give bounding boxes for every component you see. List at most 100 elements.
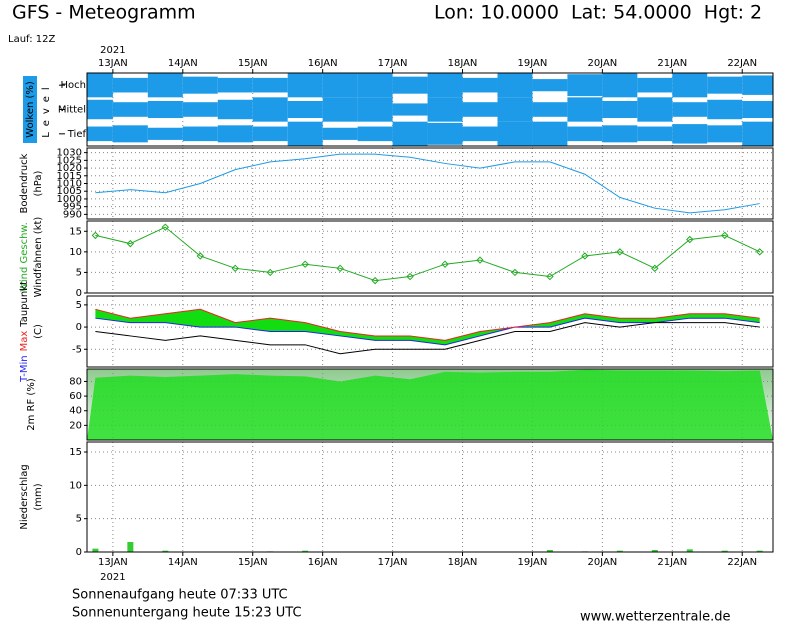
cloud-cover bbox=[322, 73, 358, 98]
legend-entry: Taupunkt bbox=[19, 281, 30, 328]
cloud-cover bbox=[742, 100, 773, 119]
marker bbox=[336, 264, 344, 273]
y-tick-label: 15 bbox=[69, 226, 82, 237]
cloud-cover bbox=[427, 97, 463, 122]
marker bbox=[126, 239, 135, 248]
panel-background bbox=[87, 296, 773, 367]
cloud-cover bbox=[497, 73, 533, 98]
cloud-cover bbox=[112, 102, 148, 117]
panel-frame bbox=[86, 368, 774, 441]
cloud-cover bbox=[532, 79, 568, 92]
y-axis-title: (mm) bbox=[33, 483, 44, 510]
cloud-cover bbox=[602, 125, 638, 143]
x-tick-label: 19JAN bbox=[518, 58, 548, 69]
y-axis-title: Wolken (%) bbox=[25, 81, 36, 138]
series-line bbox=[95, 226, 760, 282]
y-tick-label: 1030 bbox=[57, 148, 82, 159]
level-label: Mittel bbox=[58, 105, 86, 116]
cloud-cover bbox=[637, 126, 673, 142]
x-tick-label: 20JAN bbox=[587, 557, 617, 568]
x-tick-label: 14JAN bbox=[168, 58, 198, 69]
legend-entry: T-Min bbox=[19, 355, 30, 383]
marker bbox=[756, 248, 764, 256]
cloud-cover bbox=[147, 127, 183, 140]
x-tick-label: 13JAN bbox=[98, 58, 128, 69]
bar bbox=[162, 550, 169, 552]
cloud-cover bbox=[637, 97, 673, 122]
series-line bbox=[95, 322, 760, 355]
panel-background bbox=[87, 148, 773, 219]
y-tick-label: -5 bbox=[72, 344, 82, 355]
cloud-cover bbox=[287, 121, 323, 146]
cloud-cover bbox=[707, 76, 743, 94]
bar bbox=[756, 550, 763, 552]
marker bbox=[406, 272, 414, 281]
cloud-cover bbox=[462, 77, 498, 93]
source: www.wetterzentrale.de bbox=[580, 610, 730, 625]
series-line bbox=[95, 153, 760, 214]
cloud-cover bbox=[252, 126, 288, 142]
cloud-cover bbox=[602, 100, 638, 119]
cloud-cover bbox=[567, 97, 603, 122]
temperature-band bbox=[95, 309, 760, 345]
cloud-cover bbox=[217, 99, 253, 120]
bar bbox=[686, 549, 693, 552]
y-axis-title: (C) bbox=[33, 324, 44, 339]
cloud-cover bbox=[462, 102, 498, 117]
y-tick-label: 60 bbox=[69, 391, 82, 402]
x-tick-label: 18JAN bbox=[448, 557, 478, 568]
cloud-cover bbox=[252, 77, 288, 93]
x-tick-label: 22JAN bbox=[727, 58, 757, 69]
y-tick-label: 1000 bbox=[57, 194, 82, 205]
marker bbox=[721, 231, 729, 240]
x-tick-label: 21JAN bbox=[657, 557, 687, 568]
cloud-cover bbox=[392, 103, 428, 116]
marker bbox=[581, 252, 589, 260]
marker bbox=[231, 264, 239, 273]
marker bbox=[161, 223, 170, 231]
cloud-cover bbox=[357, 97, 393, 122]
y-tick-label: 0 bbox=[76, 288, 82, 299]
y-tick-label: 1015 bbox=[57, 171, 82, 182]
cloud-cover bbox=[392, 121, 428, 146]
cloud-cover bbox=[112, 125, 148, 143]
location: Lon: 10.0000 Lat: 54.0000 Hgt: 2 bbox=[434, 2, 762, 24]
panel-frame bbox=[86, 220, 774, 294]
year-label: 2021 bbox=[100, 45, 125, 56]
x-tick-label: 17JAN bbox=[378, 58, 408, 69]
y-tick-label: 5 bbox=[76, 267, 82, 278]
cloud-cover bbox=[182, 76, 218, 94]
series-title: T-Min Max Taupunkt bbox=[19, 281, 30, 383]
cloud-cover bbox=[742, 75, 773, 95]
cloud-cover bbox=[147, 100, 183, 119]
marker bbox=[91, 231, 100, 240]
bar bbox=[546, 550, 553, 552]
y-tick-label: 1020 bbox=[57, 163, 82, 174]
y-axis-title: Niederschlag bbox=[19, 464, 30, 529]
cloud-cover bbox=[112, 77, 148, 93]
cloud-cover bbox=[497, 97, 533, 122]
series-line bbox=[95, 317, 760, 346]
bar bbox=[302, 550, 309, 552]
cloud-cover bbox=[672, 124, 708, 144]
y-axis-title: Bodendruck bbox=[19, 153, 30, 213]
y-axis-title: (hPa) bbox=[33, 170, 44, 196]
sunrise: Sonnenaufgang heute 07:33 UTC bbox=[72, 588, 288, 603]
level-label: Tief bbox=[67, 129, 87, 140]
marker bbox=[196, 252, 204, 260]
year-label: 2021 bbox=[100, 572, 125, 583]
y-tick-label: 5 bbox=[76, 300, 82, 311]
cloud-cover bbox=[742, 121, 773, 146]
cloud-cover bbox=[462, 126, 498, 142]
y-tick-label: 10 bbox=[69, 247, 82, 258]
y-tick-label: 80 bbox=[69, 376, 82, 387]
x-tick-label: 16JAN bbox=[308, 557, 338, 568]
cloud-cover bbox=[87, 126, 113, 142]
y-tick-label: 0 bbox=[76, 322, 82, 333]
legend-entry: Wind Geschw. bbox=[19, 222, 30, 292]
cloud-cover bbox=[182, 102, 218, 117]
bar bbox=[616, 550, 623, 552]
cloud-cover bbox=[532, 121, 568, 146]
